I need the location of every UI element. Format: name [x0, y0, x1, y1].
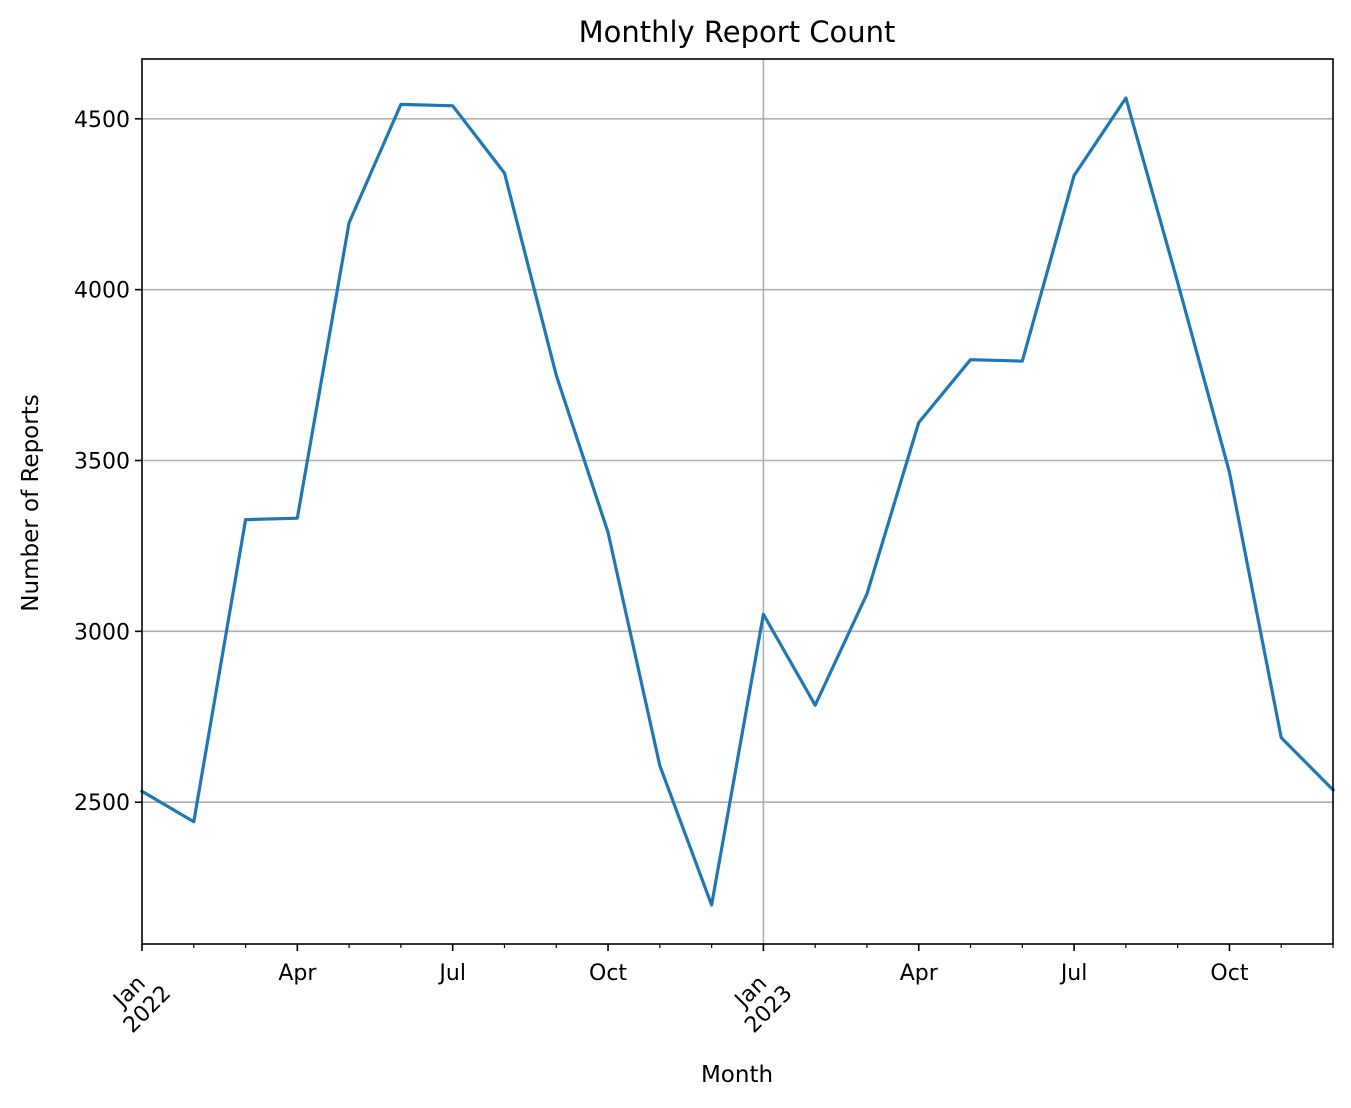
y-tick-label: 3500 — [74, 449, 130, 474]
x-tick-label: Oct — [589, 961, 627, 986]
y-tick-label: 4500 — [74, 108, 130, 133]
y-axis-label: Number of Reports — [18, 394, 44, 611]
x-tick-label: Apr — [278, 961, 317, 986]
x-tick-label: Oct — [1210, 961, 1248, 986]
y-axis-ticks: 2500 3000 3500 4000 4500 — [74, 108, 142, 816]
series-layer — [139, 96, 1336, 907]
x-tick-label: Jul — [1059, 961, 1088, 986]
x-axis-label: Month — [701, 1062, 773, 1088]
y-tick-label: 2500 — [74, 791, 130, 816]
y-tick-label: 4000 — [74, 279, 130, 304]
x-tick-label: Apr — [900, 961, 939, 986]
plot-frame — [141, 58, 1334, 945]
y-tick-label: 3000 — [74, 620, 130, 645]
x-tick-label: Jul — [437, 961, 466, 986]
chart-title: Monthly Report Count — [579, 15, 896, 49]
grid — [142, 59, 1333, 944]
series-line — [139, 96, 1336, 907]
